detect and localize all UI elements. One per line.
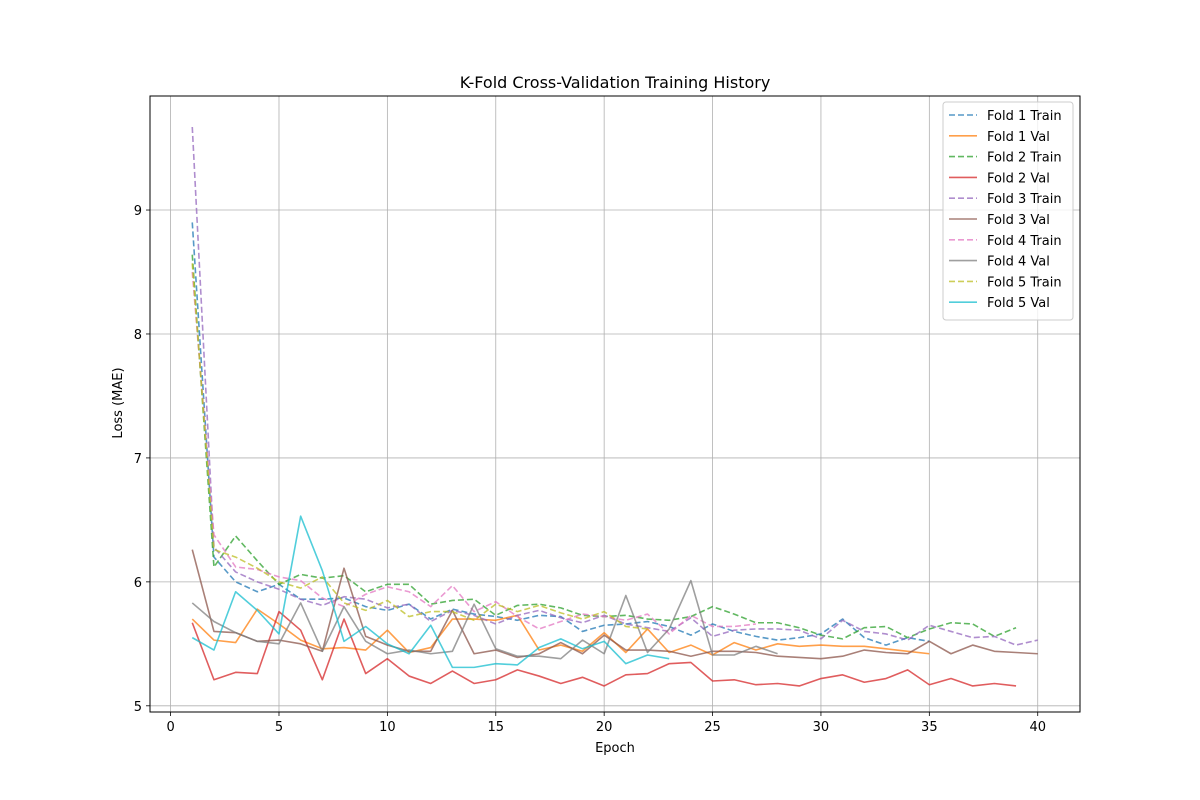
series-layer: [191, 126, 1038, 687]
legend-box: [942, 101, 1074, 321]
y-tick-label: 8: [134, 328, 142, 343]
legend-entry-label: Fold 1 Val: [987, 130, 1050, 145]
x-tick-label: 5: [275, 720, 283, 735]
legend-entry-label: Fold 4 Val: [987, 255, 1050, 270]
series-line-7: [191, 271, 757, 635]
legend: Fold 1 Train Fold 1 Val Fold 2 Train Fold 2…: [942, 101, 1074, 321]
series-line-8: [191, 579, 778, 660]
legend-entry-label: Fold 5 Val: [987, 296, 1050, 311]
chart-title: K-Fold Cross-Validation Training History: [460, 73, 771, 92]
x-tick-label: 20: [596, 720, 613, 735]
legend-entry-label: Fold 3 Train: [987, 192, 1062, 207]
plot-frame: [149, 95, 1081, 713]
legend-entry-label: Fold 5 Train: [987, 275, 1062, 290]
x-tick-label: 15: [487, 720, 504, 735]
x-tick-label: 35: [921, 720, 938, 735]
series-line-5: [191, 126, 1038, 646]
y-tick-label: 9: [134, 204, 142, 219]
x-axis-label: Epoch: [595, 741, 635, 756]
series-line-4: [191, 610, 1017, 687]
series-line-1: [191, 222, 930, 646]
legend-entry-label: Fold 4 Train: [987, 234, 1062, 249]
x-tick-label: 30: [813, 720, 830, 735]
series-line-2: [191, 608, 930, 656]
legend-entry-label: Fold 3 Val: [987, 213, 1050, 228]
x-tick-label: 10: [379, 720, 396, 735]
x-tick-label: 25: [704, 720, 721, 735]
x-tick-label: 0: [166, 720, 174, 735]
y-tick-label: 7: [134, 452, 142, 467]
y-tick-label: 5: [134, 700, 142, 715]
y-tick-label: 6: [134, 576, 142, 591]
legend-entry-label: Fold 2 Train: [987, 151, 1062, 166]
x-tick-label: 40: [1029, 720, 1046, 735]
series-line-9: [191, 263, 648, 630]
y-axis-label: Loss (MAE): [111, 367, 126, 438]
series-line-6: [191, 549, 1038, 660]
axis-ticks: 0 5 10 15 20 25 30 35 40 5 6 7 8 9: [134, 204, 1046, 735]
series-line-10: [191, 515, 670, 669]
legend-entry-label: Fold 2 Val: [987, 171, 1050, 186]
legend-entry-label: Fold 1 Train: [987, 109, 1062, 124]
